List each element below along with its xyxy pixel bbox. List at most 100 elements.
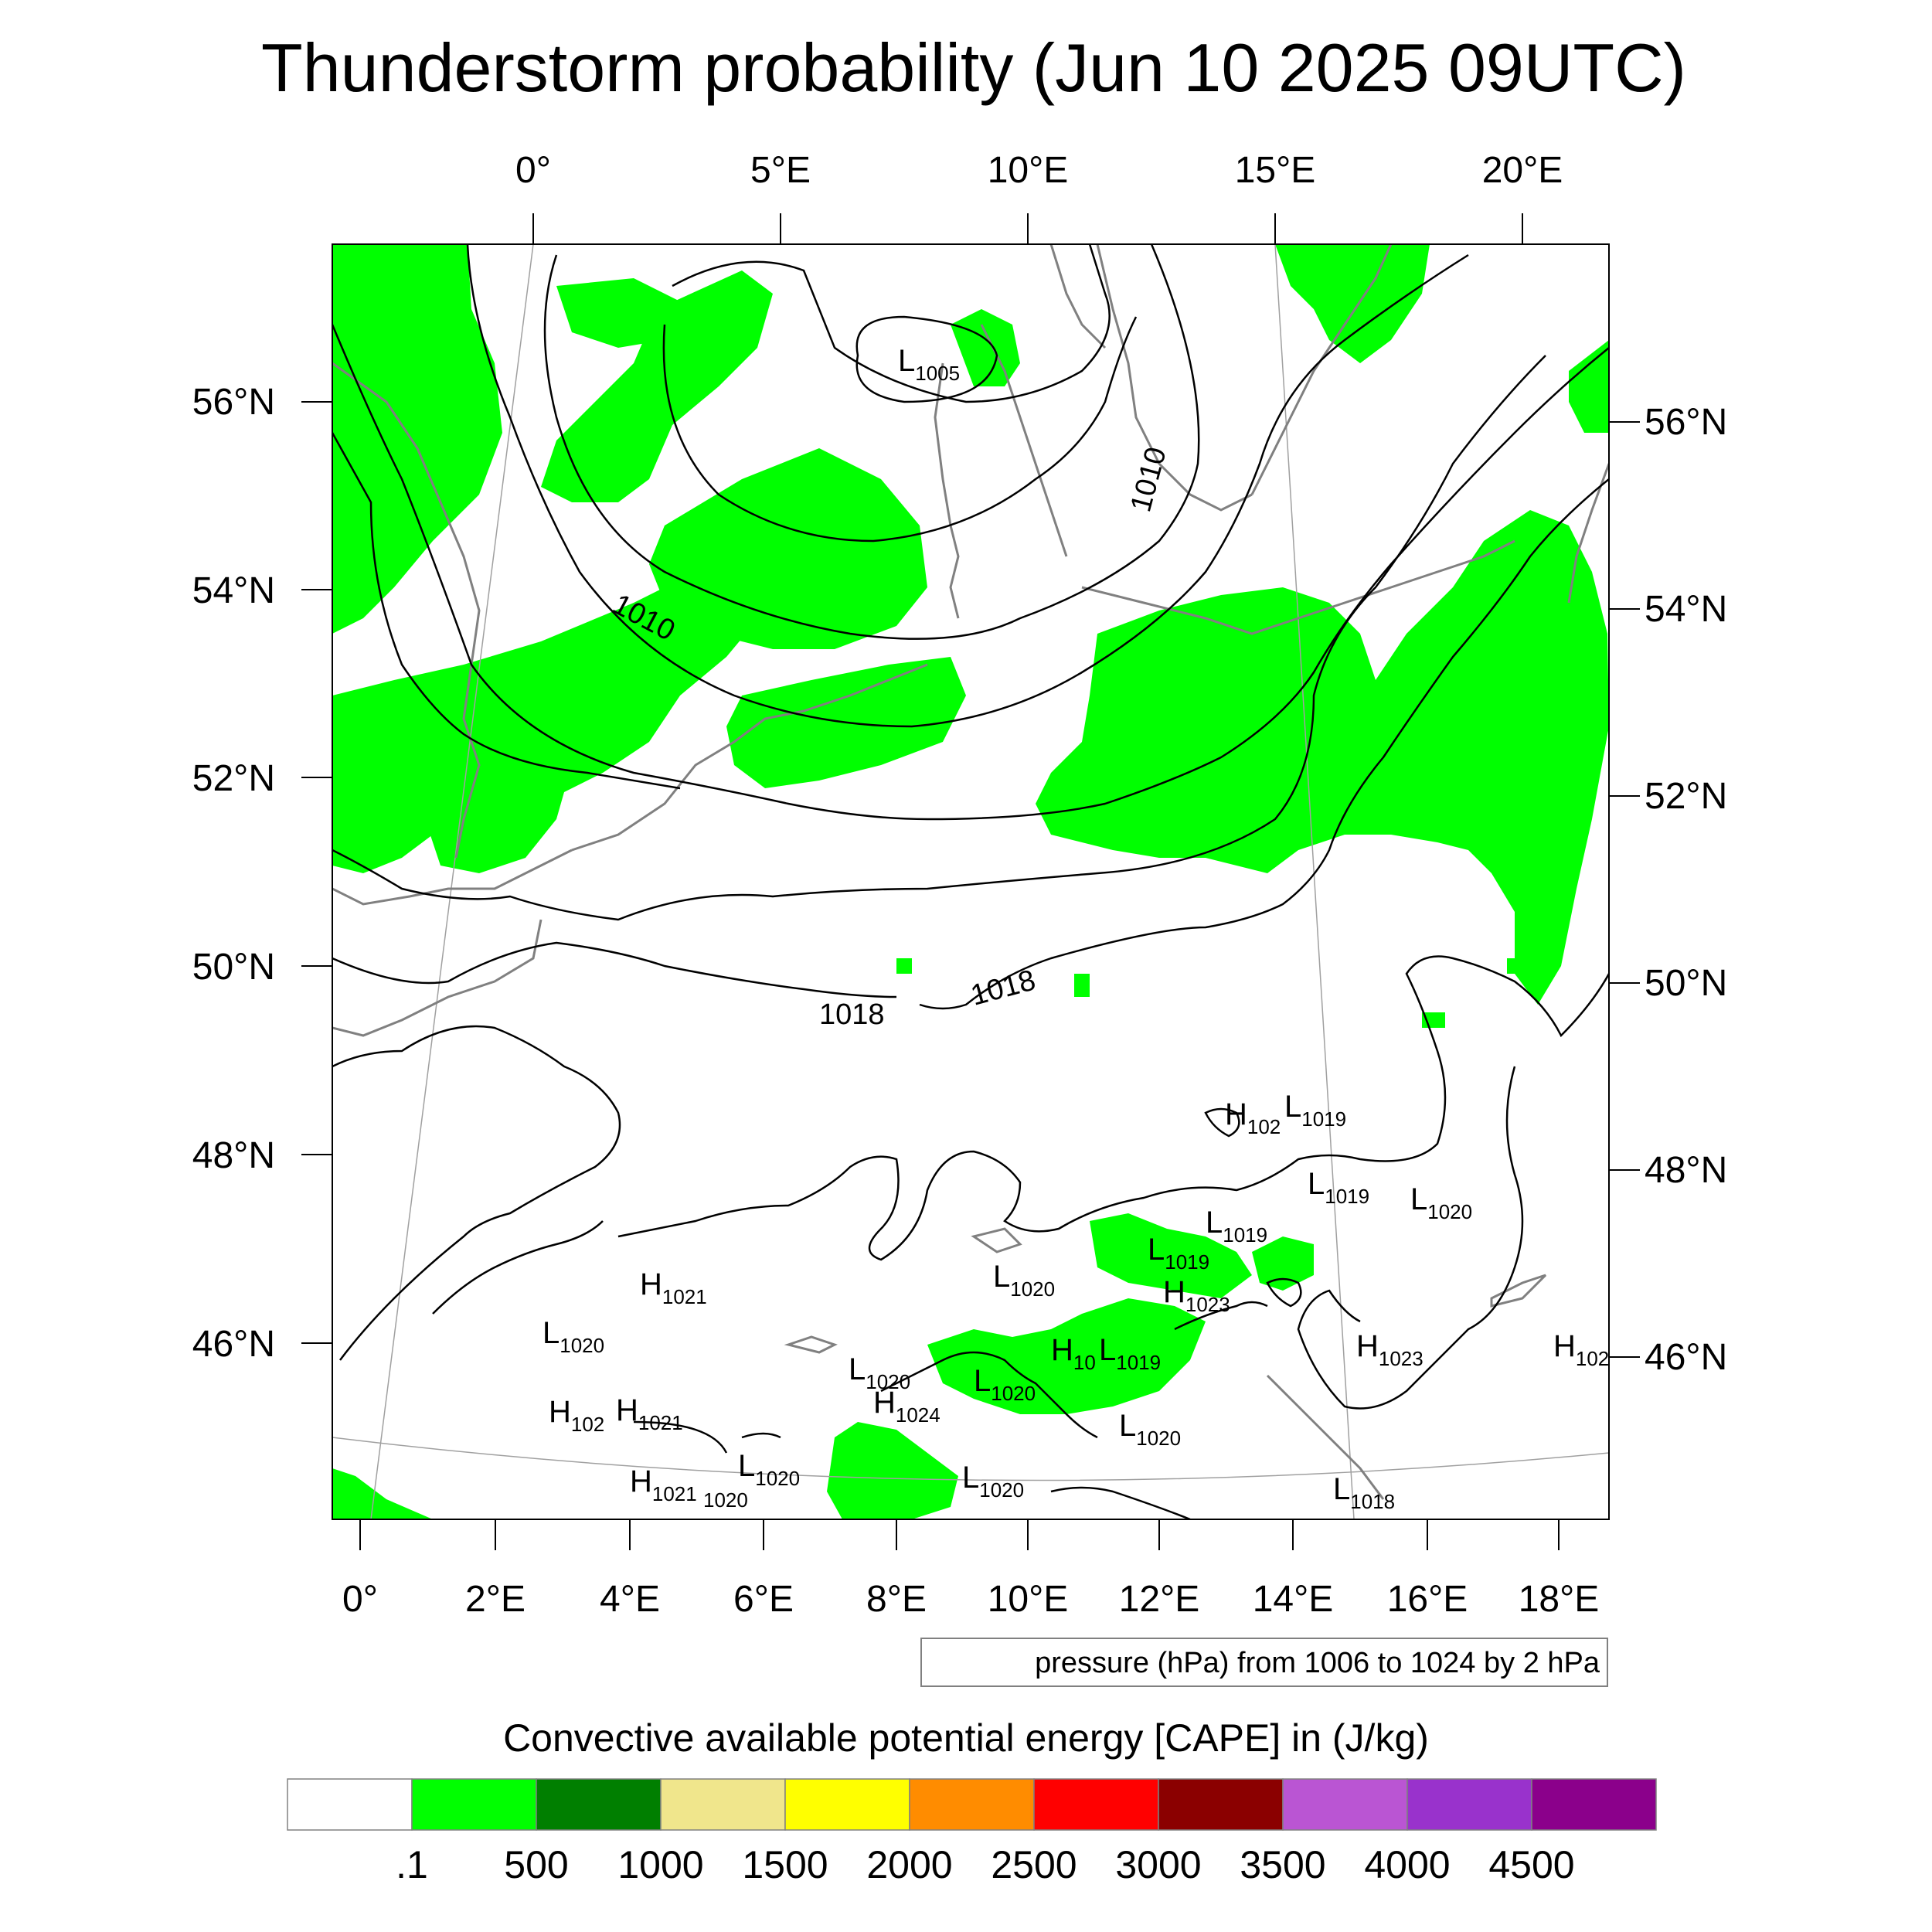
figure-title: Thunderstorm probability (Jun 10 2025 09…: [261, 29, 1686, 106]
cape-area-poland: [1036, 510, 1609, 1005]
bottom-tick-label: 0°: [342, 1579, 378, 1620]
contour-info-box: pressure (hPa) from 1006 to 1024 by 2 hP…: [920, 1638, 1608, 1687]
colorbar-box: [411, 1778, 537, 1831]
cape-area-north-sea-south: [649, 448, 927, 649]
isobar-layer: [332, 244, 1609, 1519]
top-axis-labels: 0° 5°E 10°E 15°E 20°E: [515, 150, 1563, 191]
isobar-1012: [466, 244, 1469, 728]
cape-area-north-sea-center: [541, 270, 773, 502]
coast-baltic-south: [1081, 539, 1515, 635]
pressure-system-label: L1019: [1099, 1333, 1161, 1374]
coast-lake-balaton: [1490, 1274, 1547, 1308]
left-tick-label: 54°N: [192, 570, 275, 611]
right-tick-label: 48°N: [1645, 1150, 1727, 1191]
right-axis-labels: 56°N 54°N 52°N 50°N 48°N 46°N: [1645, 402, 1727, 1378]
colorbar-label: 2000: [866, 1843, 952, 1886]
right-tick-label: 56°N: [1645, 402, 1727, 443]
cape-area-baltic-east: [1569, 340, 1609, 433]
top-tick-label: 20°E: [1482, 150, 1563, 191]
bottom-tick-label: 14°E: [1253, 1579, 1334, 1620]
isobar-1008-ring: [672, 244, 1111, 403]
isobar-1018-south: [332, 1025, 621, 1361]
pressure-system-label: L1020: [993, 1260, 1055, 1301]
coast-norway-south: [1049, 244, 1107, 349]
cape-area-baltic-north: [1275, 244, 1430, 363]
left-tick-label: 52°N: [192, 758, 275, 799]
cape-area-speck-1: [1074, 974, 1090, 997]
cape-area-slovenia: [1252, 1236, 1314, 1291]
bottom-tick-label: 4°E: [600, 1579, 660, 1620]
coast-britain-east: [332, 362, 481, 859]
bottom-tick-label: 8°E: [866, 1579, 927, 1620]
coast-lake-geneva: [784, 1335, 838, 1354]
colorbar-box: [1282, 1778, 1408, 1831]
pressure-system-label: L1020: [962, 1461, 1024, 1502]
pressure-system-label: H102: [1225, 1097, 1281, 1138]
colorbar-label: 1500: [742, 1843, 828, 1886]
bottom-tick-label: 16°E: [1387, 1579, 1468, 1620]
pressure-system-label: H1021: [640, 1267, 707, 1308]
pressure-system-label: H1023: [1163, 1275, 1230, 1316]
pressure-system-label: H1021: [616, 1393, 683, 1434]
isobar-1010: [543, 244, 1200, 640]
isobar-1020-alps: [432, 1220, 1268, 1454]
colorbar-box: [287, 1778, 413, 1831]
left-axis: [301, 401, 332, 1344]
colorbar-label: 3500: [1240, 1843, 1325, 1886]
map-background: [332, 244, 1609, 1519]
left-tick-label: 50°N: [192, 947, 275, 988]
isobar-1008-south: [662, 316, 1138, 543]
bottom-axis-labels: 0° 2°E 4°E 6°E 8°E 10°E 12°E 14°E 16°E 1…: [342, 1579, 1599, 1620]
colorbar-label: 500: [504, 1843, 568, 1886]
colorbar-box: [909, 1778, 1035, 1831]
colorbar-box: [1158, 1778, 1284, 1831]
isobar-1020-south: [1050, 1486, 1191, 1519]
right-tick-label: 46°N: [1645, 1337, 1727, 1378]
isobar-1022-ring: [1204, 1107, 1302, 1308]
isobar-1018-north: [332, 478, 1609, 1010]
isobar-1016: [332, 432, 681, 790]
top-tick-label: 15°E: [1235, 150, 1316, 191]
pressure-system-label: L1020: [738, 1449, 800, 1490]
map-frame: [332, 243, 1610, 1520]
cape-area-northwest: [332, 244, 502, 634]
map-panel: [332, 243, 1610, 1520]
bottom-tick-label: 10°E: [988, 1579, 1069, 1620]
colorbar-title: Convective available potential energy [C…: [503, 1716, 1429, 1760]
right-tick-label: 54°N: [1645, 589, 1727, 630]
pressure-system-label: H102: [1553, 1329, 1609, 1370]
cape-area-speck-2: [896, 958, 912, 974]
coast-low-countries: [571, 663, 928, 852]
bottom-tick-label: 6°E: [733, 1579, 794, 1620]
pressure-system-label: L1020: [849, 1352, 910, 1393]
pressure-system-label: L1019: [1308, 1167, 1369, 1208]
pressure-system-label: L1020: [1410, 1182, 1472, 1223]
colorbar-box: [1531, 1778, 1657, 1831]
pressure-system-label: H1023: [1356, 1329, 1423, 1370]
colorbar-label: 1000: [617, 1843, 703, 1886]
isobar-1005-low: [855, 315, 998, 403]
isobar-label-1018-a: 1018: [819, 998, 885, 1031]
top-tick-label: 10°E: [988, 150, 1069, 191]
pressure-system-labels: L1005 H102 L1019 L1019 L1020 L1019 L1019…: [543, 344, 1609, 1513]
pressure-system-label: H102: [549, 1395, 604, 1436]
coast-sweden-east: [1250, 244, 1393, 495]
colorbar-box: [784, 1778, 910, 1831]
pressure-system-label: L1019: [1206, 1206, 1267, 1247]
right-axis: [1609, 421, 1640, 1358]
colorbar-label: 2500: [991, 1843, 1077, 1886]
cape-area-speck-4: [1507, 958, 1530, 974]
parallel-45n: [332, 1437, 1609, 1481]
left-tick-label: 46°N: [192, 1324, 275, 1365]
pressure-system-label: L1018: [1333, 1472, 1395, 1513]
cape-area-alps-west: [827, 1422, 958, 1519]
isobar-1018-central: [617, 955, 1609, 1261]
pressure-system-label: L1019: [1284, 1090, 1346, 1131]
top-tick-label: 5°E: [750, 150, 811, 191]
bottom-tick-label: 18°E: [1519, 1579, 1600, 1620]
coast-lake-constance: [971, 1227, 1022, 1253]
coast-britain-south: [332, 849, 573, 906]
pressure-system-label: L1005: [898, 344, 960, 385]
colorbar-label: 3000: [1115, 1843, 1201, 1886]
